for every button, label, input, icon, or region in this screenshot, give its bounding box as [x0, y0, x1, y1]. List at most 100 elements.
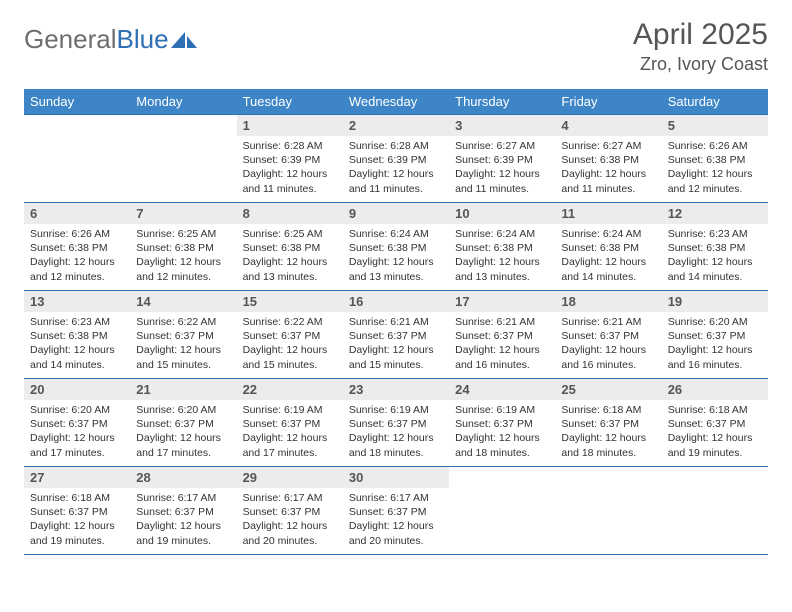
day-number: 24	[449, 379, 555, 400]
sunrise-text: Sunrise: 6:20 AM	[668, 315, 762, 329]
calendar-cell: 12Sunrise: 6:23 AMSunset: 6:38 PMDayligh…	[662, 203, 768, 291]
day-body: Sunrise: 6:25 AMSunset: 6:38 PMDaylight:…	[237, 224, 343, 290]
day-body: Sunrise: 6:23 AMSunset: 6:38 PMDaylight:…	[24, 312, 130, 378]
sunrise-text: Sunrise: 6:26 AM	[30, 227, 124, 241]
sunrise-text: Sunrise: 6:20 AM	[30, 403, 124, 417]
sunset-text: Sunset: 6:37 PM	[30, 505, 124, 519]
calendar-cell: 21Sunrise: 6:20 AMSunset: 6:37 PMDayligh…	[130, 379, 236, 467]
day-number: 21	[130, 379, 236, 400]
day-body: Sunrise: 6:20 AMSunset: 6:37 PMDaylight:…	[24, 400, 130, 466]
sunset-text: Sunset: 6:37 PM	[136, 505, 230, 519]
calendar-week-row: 13Sunrise: 6:23 AMSunset: 6:38 PMDayligh…	[24, 291, 768, 379]
daylight-text: Daylight: 12 hours and 15 minutes.	[349, 343, 443, 371]
daylight-text: Daylight: 12 hours and 11 minutes.	[455, 167, 549, 195]
calendar-cell: 27Sunrise: 6:18 AMSunset: 6:37 PMDayligh…	[24, 467, 130, 555]
day-body: Sunrise: 6:17 AMSunset: 6:37 PMDaylight:…	[343, 488, 449, 554]
sunrise-text: Sunrise: 6:23 AM	[668, 227, 762, 241]
sunrise-text: Sunrise: 6:24 AM	[561, 227, 655, 241]
calendar-cell: 2Sunrise: 6:28 AMSunset: 6:39 PMDaylight…	[343, 115, 449, 203]
calendar-cell: .	[662, 467, 768, 555]
day-body: Sunrise: 6:17 AMSunset: 6:37 PMDaylight:…	[237, 488, 343, 554]
calendar-cell: 24Sunrise: 6:19 AMSunset: 6:37 PMDayligh…	[449, 379, 555, 467]
day-body: Sunrise: 6:27 AMSunset: 6:38 PMDaylight:…	[555, 136, 661, 202]
daylight-text: Daylight: 12 hours and 17 minutes.	[30, 431, 124, 459]
calendar-cell: 23Sunrise: 6:19 AMSunset: 6:37 PMDayligh…	[343, 379, 449, 467]
sunrise-text: Sunrise: 6:23 AM	[30, 315, 124, 329]
day-number: 5	[662, 115, 768, 136]
calendar-week-row: ..1Sunrise: 6:28 AMSunset: 6:39 PMDaylig…	[24, 115, 768, 203]
day-body: Sunrise: 6:19 AMSunset: 6:37 PMDaylight:…	[237, 400, 343, 466]
day-body: Sunrise: 6:24 AMSunset: 6:38 PMDaylight:…	[343, 224, 449, 290]
calendar-cell: 6Sunrise: 6:26 AMSunset: 6:38 PMDaylight…	[24, 203, 130, 291]
sunset-text: Sunset: 6:37 PM	[455, 417, 549, 431]
day-number-empty: .	[662, 467, 768, 488]
sunset-text: Sunset: 6:39 PM	[349, 153, 443, 167]
calendar-cell: 25Sunrise: 6:18 AMSunset: 6:37 PMDayligh…	[555, 379, 661, 467]
brand-logo: GeneralBlue	[24, 24, 197, 55]
calendar-cell: .	[24, 115, 130, 203]
daylight-text: Daylight: 12 hours and 12 minutes.	[136, 255, 230, 283]
calendar-body: ..1Sunrise: 6:28 AMSunset: 6:39 PMDaylig…	[24, 115, 768, 555]
daylight-text: Daylight: 12 hours and 16 minutes.	[668, 343, 762, 371]
day-number: 16	[343, 291, 449, 312]
calendar-cell: 5Sunrise: 6:26 AMSunset: 6:38 PMDaylight…	[662, 115, 768, 203]
calendar-cell: 7Sunrise: 6:25 AMSunset: 6:38 PMDaylight…	[130, 203, 236, 291]
day-body: Sunrise: 6:24 AMSunset: 6:38 PMDaylight:…	[449, 224, 555, 290]
calendar-cell: 20Sunrise: 6:20 AMSunset: 6:37 PMDayligh…	[24, 379, 130, 467]
day-body: Sunrise: 6:23 AMSunset: 6:38 PMDaylight:…	[662, 224, 768, 290]
day-body: Sunrise: 6:21 AMSunset: 6:37 PMDaylight:…	[449, 312, 555, 378]
sunrise-text: Sunrise: 6:25 AM	[243, 227, 337, 241]
calendar-cell: 15Sunrise: 6:22 AMSunset: 6:37 PMDayligh…	[237, 291, 343, 379]
day-number: 8	[237, 203, 343, 224]
sunset-text: Sunset: 6:37 PM	[30, 417, 124, 431]
calendar-cell: 19Sunrise: 6:20 AMSunset: 6:37 PMDayligh…	[662, 291, 768, 379]
calendar-cell: .	[555, 467, 661, 555]
weekday-header: Thursday	[449, 89, 555, 115]
daylight-text: Daylight: 12 hours and 20 minutes.	[243, 519, 337, 547]
day-body: Sunrise: 6:25 AMSunset: 6:38 PMDaylight:…	[130, 224, 236, 290]
day-number: 11	[555, 203, 661, 224]
weekday-header: Friday	[555, 89, 661, 115]
header: GeneralBlue April 2025 Zro, Ivory Coast	[24, 18, 768, 75]
sunrise-text: Sunrise: 6:18 AM	[30, 491, 124, 505]
daylight-text: Daylight: 12 hours and 13 minutes.	[243, 255, 337, 283]
day-body: Sunrise: 6:21 AMSunset: 6:37 PMDaylight:…	[555, 312, 661, 378]
weekday-header: Tuesday	[237, 89, 343, 115]
day-body: Sunrise: 6:18 AMSunset: 6:37 PMDaylight:…	[662, 400, 768, 466]
calendar-cell: 18Sunrise: 6:21 AMSunset: 6:37 PMDayligh…	[555, 291, 661, 379]
day-body: Sunrise: 6:28 AMSunset: 6:39 PMDaylight:…	[343, 136, 449, 202]
day-body: Sunrise: 6:20 AMSunset: 6:37 PMDaylight:…	[130, 400, 236, 466]
daylight-text: Daylight: 12 hours and 15 minutes.	[243, 343, 337, 371]
sunset-text: Sunset: 6:38 PM	[455, 241, 549, 255]
calendar-cell: .	[130, 115, 236, 203]
sunrise-text: Sunrise: 6:18 AM	[668, 403, 762, 417]
daylight-text: Daylight: 12 hours and 19 minutes.	[30, 519, 124, 547]
daylight-text: Daylight: 12 hours and 15 minutes.	[136, 343, 230, 371]
day-body: Sunrise: 6:28 AMSunset: 6:39 PMDaylight:…	[237, 136, 343, 202]
day-body: Sunrise: 6:19 AMSunset: 6:37 PMDaylight:…	[449, 400, 555, 466]
daylight-text: Daylight: 12 hours and 16 minutes.	[561, 343, 655, 371]
daylight-text: Daylight: 12 hours and 14 minutes.	[561, 255, 655, 283]
day-number: 25	[555, 379, 661, 400]
sunset-text: Sunset: 6:38 PM	[136, 241, 230, 255]
calendar-cell: 11Sunrise: 6:24 AMSunset: 6:38 PMDayligh…	[555, 203, 661, 291]
sunrise-text: Sunrise: 6:28 AM	[349, 139, 443, 153]
calendar-cell: 8Sunrise: 6:25 AMSunset: 6:38 PMDaylight…	[237, 203, 343, 291]
brand-part2: Blue	[117, 24, 169, 54]
day-body: Sunrise: 6:20 AMSunset: 6:37 PMDaylight:…	[662, 312, 768, 378]
sunrise-text: Sunrise: 6:17 AM	[136, 491, 230, 505]
sunrise-text: Sunrise: 6:22 AM	[136, 315, 230, 329]
weekday-header: Monday	[130, 89, 236, 115]
sunset-text: Sunset: 6:38 PM	[30, 241, 124, 255]
day-number: 4	[555, 115, 661, 136]
sunset-text: Sunset: 6:38 PM	[349, 241, 443, 255]
day-number: 30	[343, 467, 449, 488]
day-number: 3	[449, 115, 555, 136]
day-number: 28	[130, 467, 236, 488]
calendar-cell: 17Sunrise: 6:21 AMSunset: 6:37 PMDayligh…	[449, 291, 555, 379]
sunset-text: Sunset: 6:38 PM	[561, 153, 655, 167]
day-body: Sunrise: 6:19 AMSunset: 6:37 PMDaylight:…	[343, 400, 449, 466]
calendar-cell: 3Sunrise: 6:27 AMSunset: 6:39 PMDaylight…	[449, 115, 555, 203]
sunrise-text: Sunrise: 6:24 AM	[349, 227, 443, 241]
sunrise-text: Sunrise: 6:25 AM	[136, 227, 230, 241]
